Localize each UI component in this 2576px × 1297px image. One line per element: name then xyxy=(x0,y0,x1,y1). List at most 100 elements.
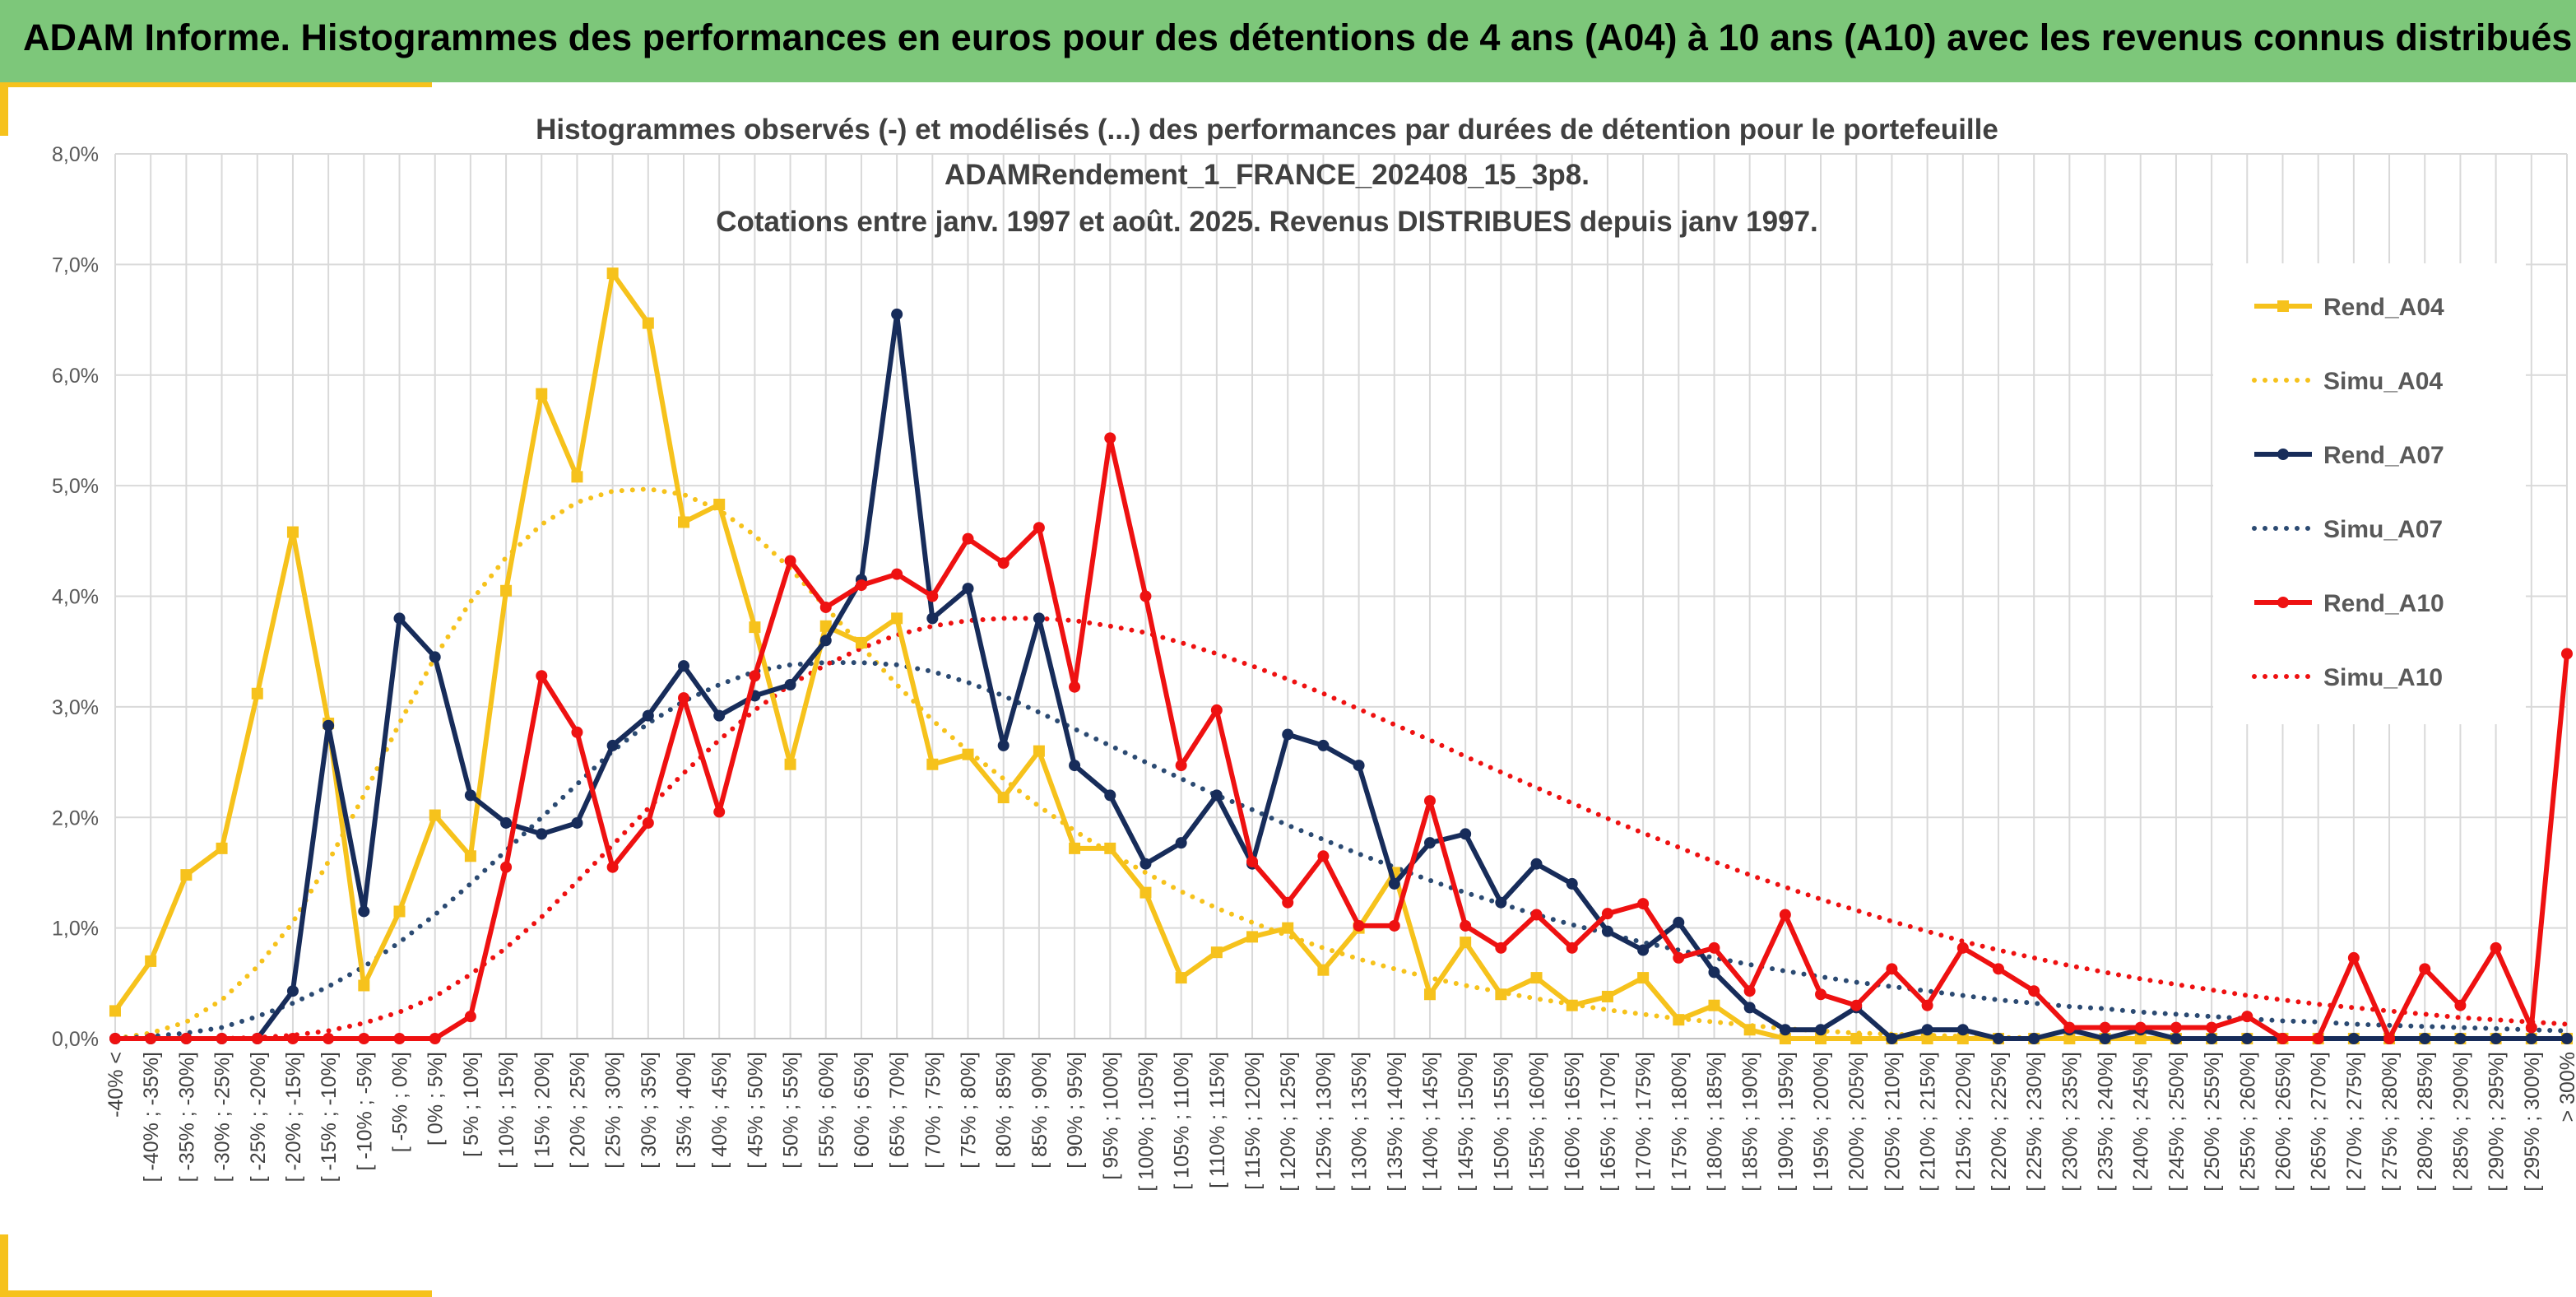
corner-accent-bottom xyxy=(0,1290,432,1297)
chart-title-line-2: ADAMRendement_1_FRANCE_202408_15_3p8. xyxy=(945,159,1590,191)
data-point-rend-a10 xyxy=(2063,1021,2076,1034)
data-point-rend-a04 xyxy=(1460,937,1472,949)
data-point-rend-a07 xyxy=(1566,877,1578,890)
data-point-rend-a10 xyxy=(1815,988,1827,1001)
x-tick-label: [ 255% ; 260%] xyxy=(2236,1052,2259,1192)
data-point-rend-a10 xyxy=(713,806,726,818)
data-point-rend-a10 xyxy=(1210,704,1223,716)
data-point-rend-a04 xyxy=(1601,990,1613,1002)
data-point-rend-a04 xyxy=(251,687,263,700)
data-point-rend-a04 xyxy=(393,905,406,918)
data-point-rend-a10 xyxy=(2347,951,2360,964)
x-tick-label: [ -35% ; -30%] xyxy=(175,1052,198,1182)
legend-marker-rend-a07 xyxy=(2277,449,2289,460)
data-point-rend-a04 xyxy=(1673,1014,1685,1026)
data-point-rend-a07 xyxy=(2490,1033,2502,1044)
y-tick-label: 3,0% xyxy=(52,696,99,719)
x-tick-label: [ 10% ; 15%] xyxy=(495,1052,518,1169)
x-tick-label: [ 270% ; 275%] xyxy=(2343,1052,2366,1192)
x-tick-label: [ 175% ; 180%] xyxy=(1668,1052,1691,1192)
data-point-rend-a07 xyxy=(500,816,513,829)
data-point-rend-a10 xyxy=(358,1033,370,1044)
data-point-rend-a10 xyxy=(2099,1021,2111,1034)
x-tick-label: [ 150% ; 155%] xyxy=(1490,1052,1513,1192)
data-point-rend-a07 xyxy=(1175,837,1187,849)
data-point-rend-a04 xyxy=(962,748,974,760)
data-point-rend-a10 xyxy=(2454,999,2467,1011)
data-point-rend-a04 xyxy=(1921,1033,1933,1044)
data-point-rend-a07 xyxy=(1033,612,1045,625)
y-tick-label: 2,0% xyxy=(52,807,99,830)
x-tick-label: [ 125% ; 130%] xyxy=(1312,1052,1335,1192)
data-point-rend-a04 xyxy=(1210,946,1223,959)
data-point-rend-a10 xyxy=(2383,1033,2396,1044)
data-point-rend-a10 xyxy=(1637,898,1650,910)
x-tick-label: [ 120% ; 125%] xyxy=(1277,1052,1300,1192)
data-point-rend-a07 xyxy=(429,651,441,663)
x-tick-label: [ -30% ; -25%] xyxy=(211,1052,234,1182)
data-point-rend-a07 xyxy=(678,660,690,672)
corner-accent-top-left xyxy=(0,82,8,136)
data-point-rend-a04 xyxy=(855,636,867,648)
data-point-rend-a10 xyxy=(1246,856,1259,867)
x-tick-label: > 300% xyxy=(2556,1052,2576,1123)
x-tick-label: [ 170% ; 175%] xyxy=(1632,1052,1655,1192)
x-tick-label: [ -20% ; -15%] xyxy=(282,1052,305,1182)
data-point-rend-a10 xyxy=(2561,648,2573,660)
page-title: ADAM Informe. Histogrammes des performan… xyxy=(23,16,2573,58)
data-point-rend-a04 xyxy=(429,809,441,821)
x-tick-label: -40% < xyxy=(104,1052,128,1118)
x-tick-label: [ 265% ; 270%] xyxy=(2308,1052,2331,1192)
data-point-rend-a10 xyxy=(2312,1033,2324,1044)
data-point-rend-a10 xyxy=(1460,919,1472,932)
x-tick-label: [ 195% ; 200%] xyxy=(1810,1052,1833,1192)
y-tick-label: 5,0% xyxy=(52,475,99,498)
data-point-rend-a04 xyxy=(784,758,796,770)
data-point-rend-a07 xyxy=(286,985,299,997)
data-point-rend-a07 xyxy=(2419,1033,2431,1044)
legend-label-rend-a04: Rend_A04 xyxy=(2323,294,2444,321)
data-point-rend-a10 xyxy=(1104,432,1116,444)
data-point-rend-a04 xyxy=(1317,964,1330,976)
data-point-rend-a04 xyxy=(1033,745,1045,757)
legend-label-rend-a07: Rend_A07 xyxy=(2323,442,2444,469)
data-point-rend-a07 xyxy=(393,612,406,625)
x-tick-label: [ -10% ; -5%] xyxy=(353,1052,376,1171)
chart-legend: Rend_A04 Simu_A04 Rend_A07 Simu_A07 Rend_A10… xyxy=(2213,263,2526,724)
x-tick-label: [ 75% ; 80%] xyxy=(958,1052,981,1169)
data-point-rend-a04 xyxy=(997,792,1010,804)
data-point-rend-a10 xyxy=(109,1033,121,1044)
data-point-rend-a10 xyxy=(323,1033,335,1044)
x-tick-label: [ 20% ; 25%] xyxy=(566,1052,589,1169)
data-point-rend-a07 xyxy=(784,679,796,690)
x-tick-label: [ -40% ; -35%] xyxy=(140,1052,163,1182)
data-point-rend-a07 xyxy=(1708,966,1720,979)
x-tick-label: [ -25% ; -20%] xyxy=(247,1052,270,1182)
data-point-rend-a07 xyxy=(1495,896,1507,909)
series-line-rend-a07 xyxy=(115,311,2567,1041)
data-point-rend-a10 xyxy=(180,1033,193,1044)
x-tick-label: [ 35% ; 40%] xyxy=(673,1052,696,1169)
data-point-rend-a10 xyxy=(1850,999,1863,1011)
series-line-simu-a10 xyxy=(113,616,2569,1041)
data-point-rend-a07 xyxy=(642,709,654,722)
data-point-rend-a04 xyxy=(180,869,193,881)
data-point-rend-a04 xyxy=(1815,1033,1827,1044)
data-point-rend-a10 xyxy=(1495,941,1507,954)
data-point-rend-a10 xyxy=(997,557,1010,569)
data-point-rend-a07 xyxy=(1743,1002,1756,1014)
chart: 0,0% 1,0% 2,0% 3,0% 4,0% 5,0% 6,0% 7,0% 8,0% -40… xyxy=(52,143,2576,1192)
x-tick-label: [ 220% ; 225%] xyxy=(1988,1052,2011,1192)
x-tick-label: [ 215% ; 220%] xyxy=(1952,1052,1975,1192)
x-tick-label: [ 30% ; 35%] xyxy=(638,1052,661,1169)
legend-label-simu-a04: Simu_A04 xyxy=(2323,368,2443,395)
data-point-rend-a10 xyxy=(1317,850,1330,862)
x-tick-label: [ 205% ; 210%] xyxy=(1881,1052,1904,1192)
data-point-rend-a10 xyxy=(1956,941,1969,954)
x-tick-label: [ 245% ; 250%] xyxy=(2165,1052,2188,1192)
data-point-rend-a04 xyxy=(1139,886,1152,899)
data-point-rend-a10 xyxy=(1282,896,1294,909)
data-point-rend-a10 xyxy=(962,532,974,545)
data-point-rend-a10 xyxy=(1175,760,1187,772)
data-point-rend-a10 xyxy=(429,1033,441,1044)
